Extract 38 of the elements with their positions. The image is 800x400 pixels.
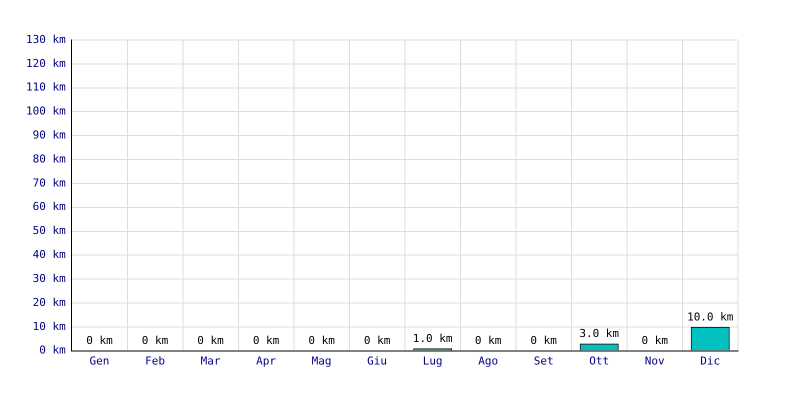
x-tick-label: Ago (478, 354, 498, 368)
x-tick-label: Dic (700, 354, 720, 368)
data-label: 0 km (641, 334, 668, 348)
x-tick-label: Set (534, 354, 554, 368)
y-tick-label: 90 km (32, 128, 66, 142)
data-label: 0 km (86, 334, 114, 348)
data-label: 0 km (142, 334, 169, 348)
data-label: 3.0 km (579, 326, 620, 340)
x-tick-label: Feb (145, 354, 165, 368)
x-tick-label: Nov (644, 354, 666, 368)
data-label: 0 km (530, 334, 558, 348)
x-tick-label: Lug (422, 354, 443, 368)
x-tick-label: Giu (367, 354, 388, 368)
y-tick-label: 40 km (32, 248, 66, 262)
data-label: 0 km (474, 334, 502, 348)
y-tick-label: 130 km (26, 32, 66, 46)
x-tick-label: Apr (256, 354, 276, 368)
data-label: 0 km (364, 334, 391, 348)
y-tick-label: 10 km (32, 320, 66, 333)
y-tick-label: 0 km (39, 344, 66, 357)
y-tick-label: 110 km (26, 80, 66, 94)
y-tick-label: 80 km (32, 152, 66, 166)
y-tick-label: 20 km (32, 296, 66, 309)
y-tick-label: 120 km (26, 56, 66, 70)
data-label: 0 km (308, 334, 336, 348)
data-label: 0 km (197, 334, 224, 348)
y-tick-label: 100 km (26, 104, 66, 118)
x-tick-label: Mar (200, 354, 221, 368)
y-tick-label: 70 km (32, 176, 66, 190)
data-label: 0 km (252, 334, 280, 348)
data-label: 1.0 km (412, 332, 453, 345)
y-tick-label: 50 km (32, 224, 66, 238)
x-tick-label: Gen (90, 354, 110, 368)
data-label: 10.0 km (687, 310, 734, 324)
y-tick-label: 60 km (32, 200, 66, 214)
x-tick-label: Mag (312, 354, 332, 368)
x-tick-label: Ott (589, 354, 610, 368)
y-tick-label: 30 km (32, 272, 66, 285)
